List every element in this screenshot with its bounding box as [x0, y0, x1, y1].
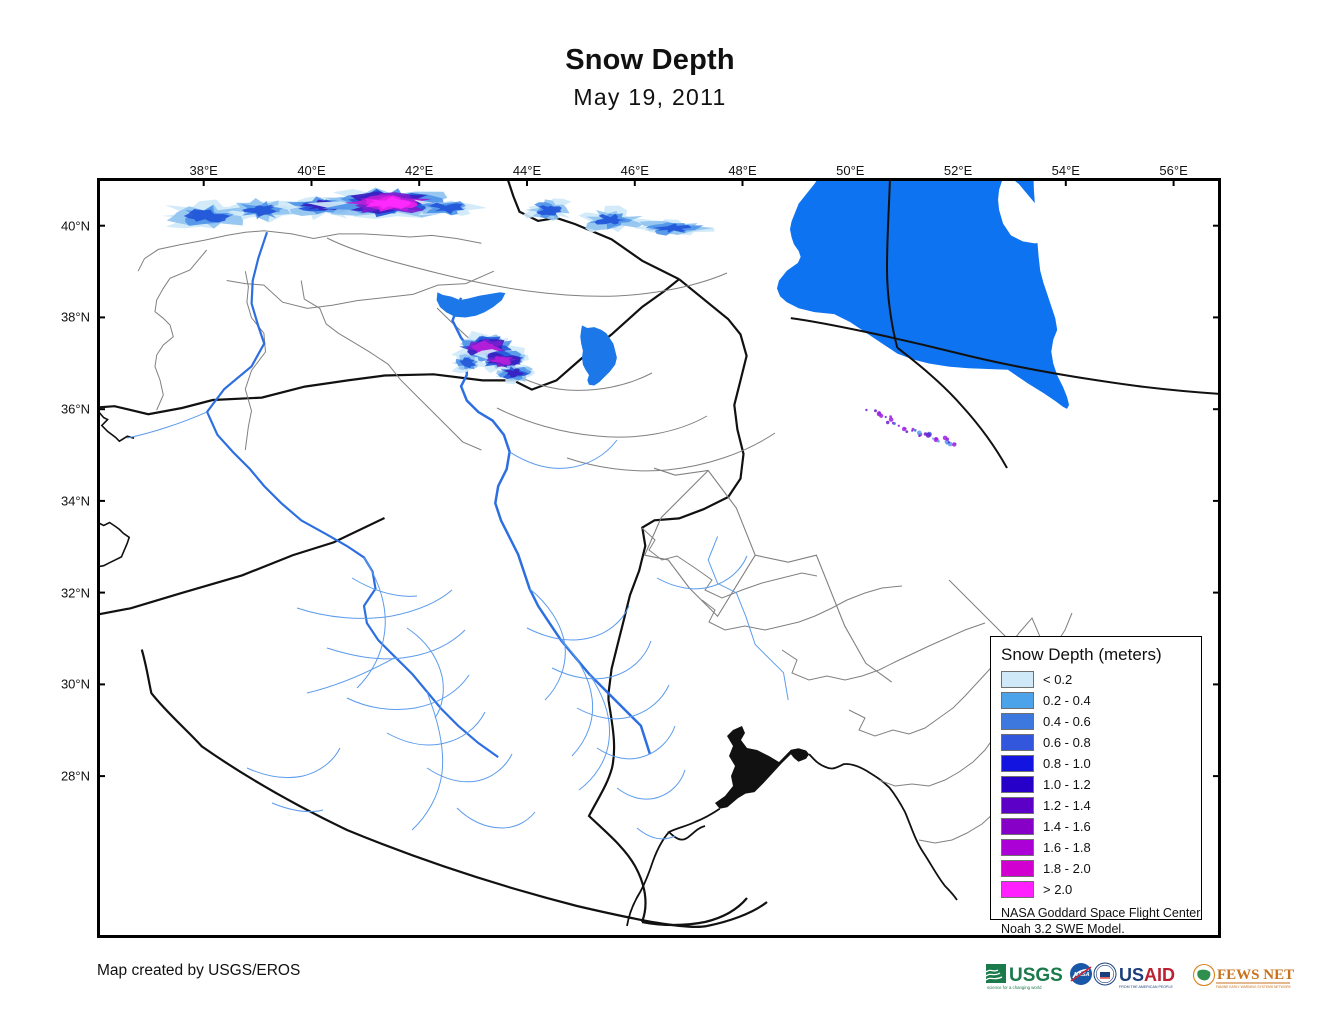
svg-text:USAID: USAID [1119, 965, 1175, 985]
svg-text:science for a changing world: science for a changing world [987, 985, 1042, 990]
svg-text:FAMINE EARLY WARNING SYSTEMS N: FAMINE EARLY WARNING SYSTEMS NETWORK [1216, 985, 1292, 989]
svg-text:FEWS NET: FEWS NET [1217, 967, 1294, 983]
svg-text:FROM THE AMERICAN PEOPLE: FROM THE AMERICAN PEOPLE [1119, 985, 1173, 989]
svg-text:USGS: USGS [1009, 965, 1063, 986]
